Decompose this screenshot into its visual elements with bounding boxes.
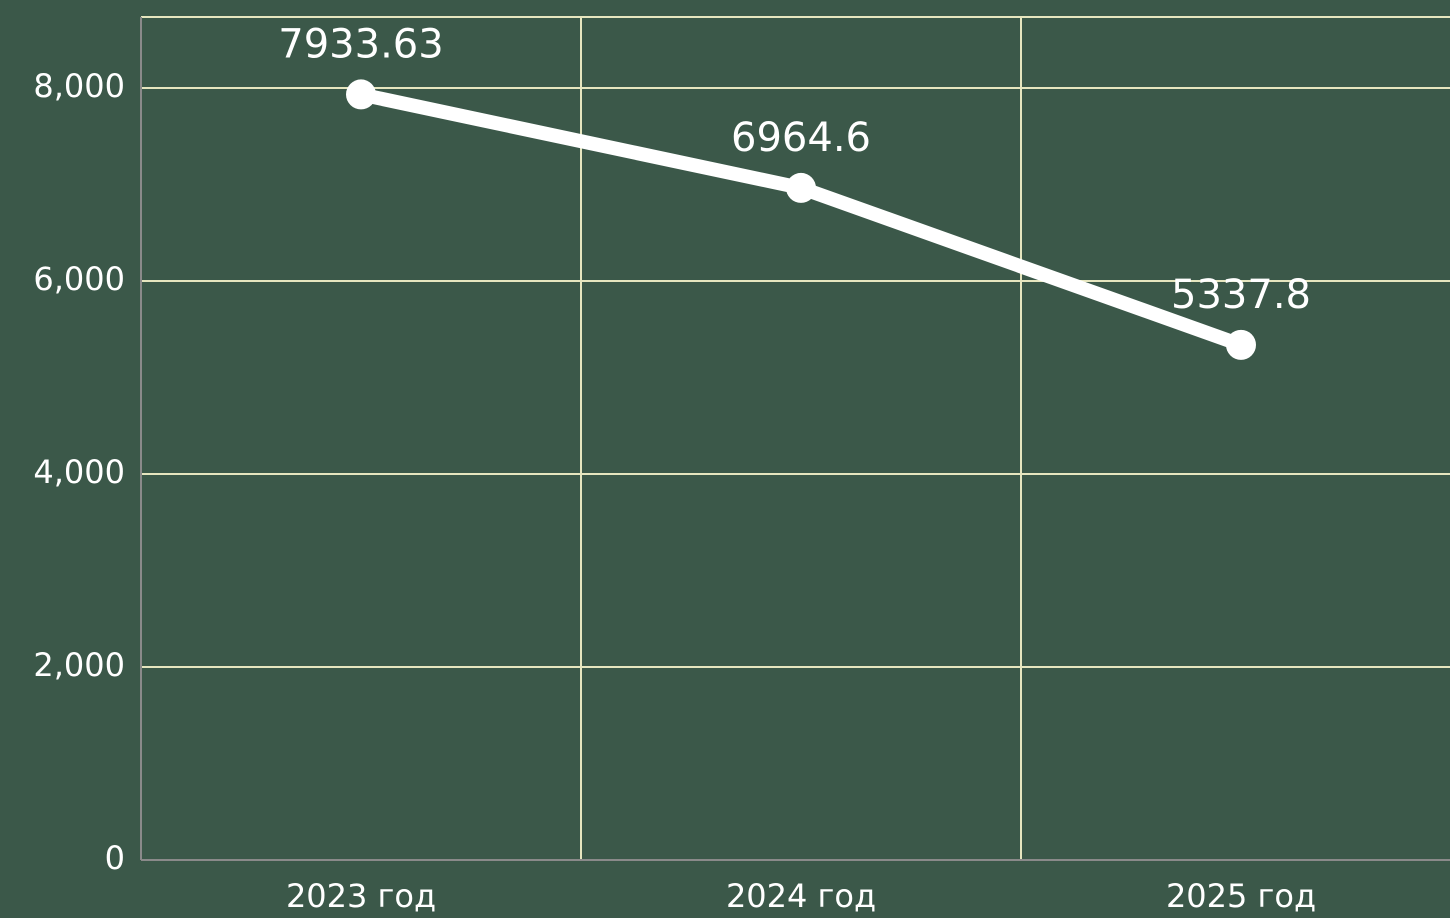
y-tick-label: 2,000: [33, 646, 125, 684]
data-label: 5337.8: [1171, 272, 1311, 318]
data-label: 7933.63: [278, 21, 443, 67]
x-tick-label: 2025 год: [1166, 877, 1316, 915]
x-tick-label: 2023 год: [286, 877, 436, 915]
y-tick-label: 0: [105, 839, 125, 877]
point: [1226, 329, 1256, 360]
data-label: 6964.6: [731, 115, 871, 161]
y-tick-label: 6,000: [33, 260, 125, 298]
y-tick-label: 8,000: [33, 67, 125, 105]
point: [346, 79, 376, 110]
x-tick-label: 2024 год: [726, 877, 876, 915]
y-tick-label: 4,000: [33, 453, 125, 491]
point: [786, 172, 816, 203]
